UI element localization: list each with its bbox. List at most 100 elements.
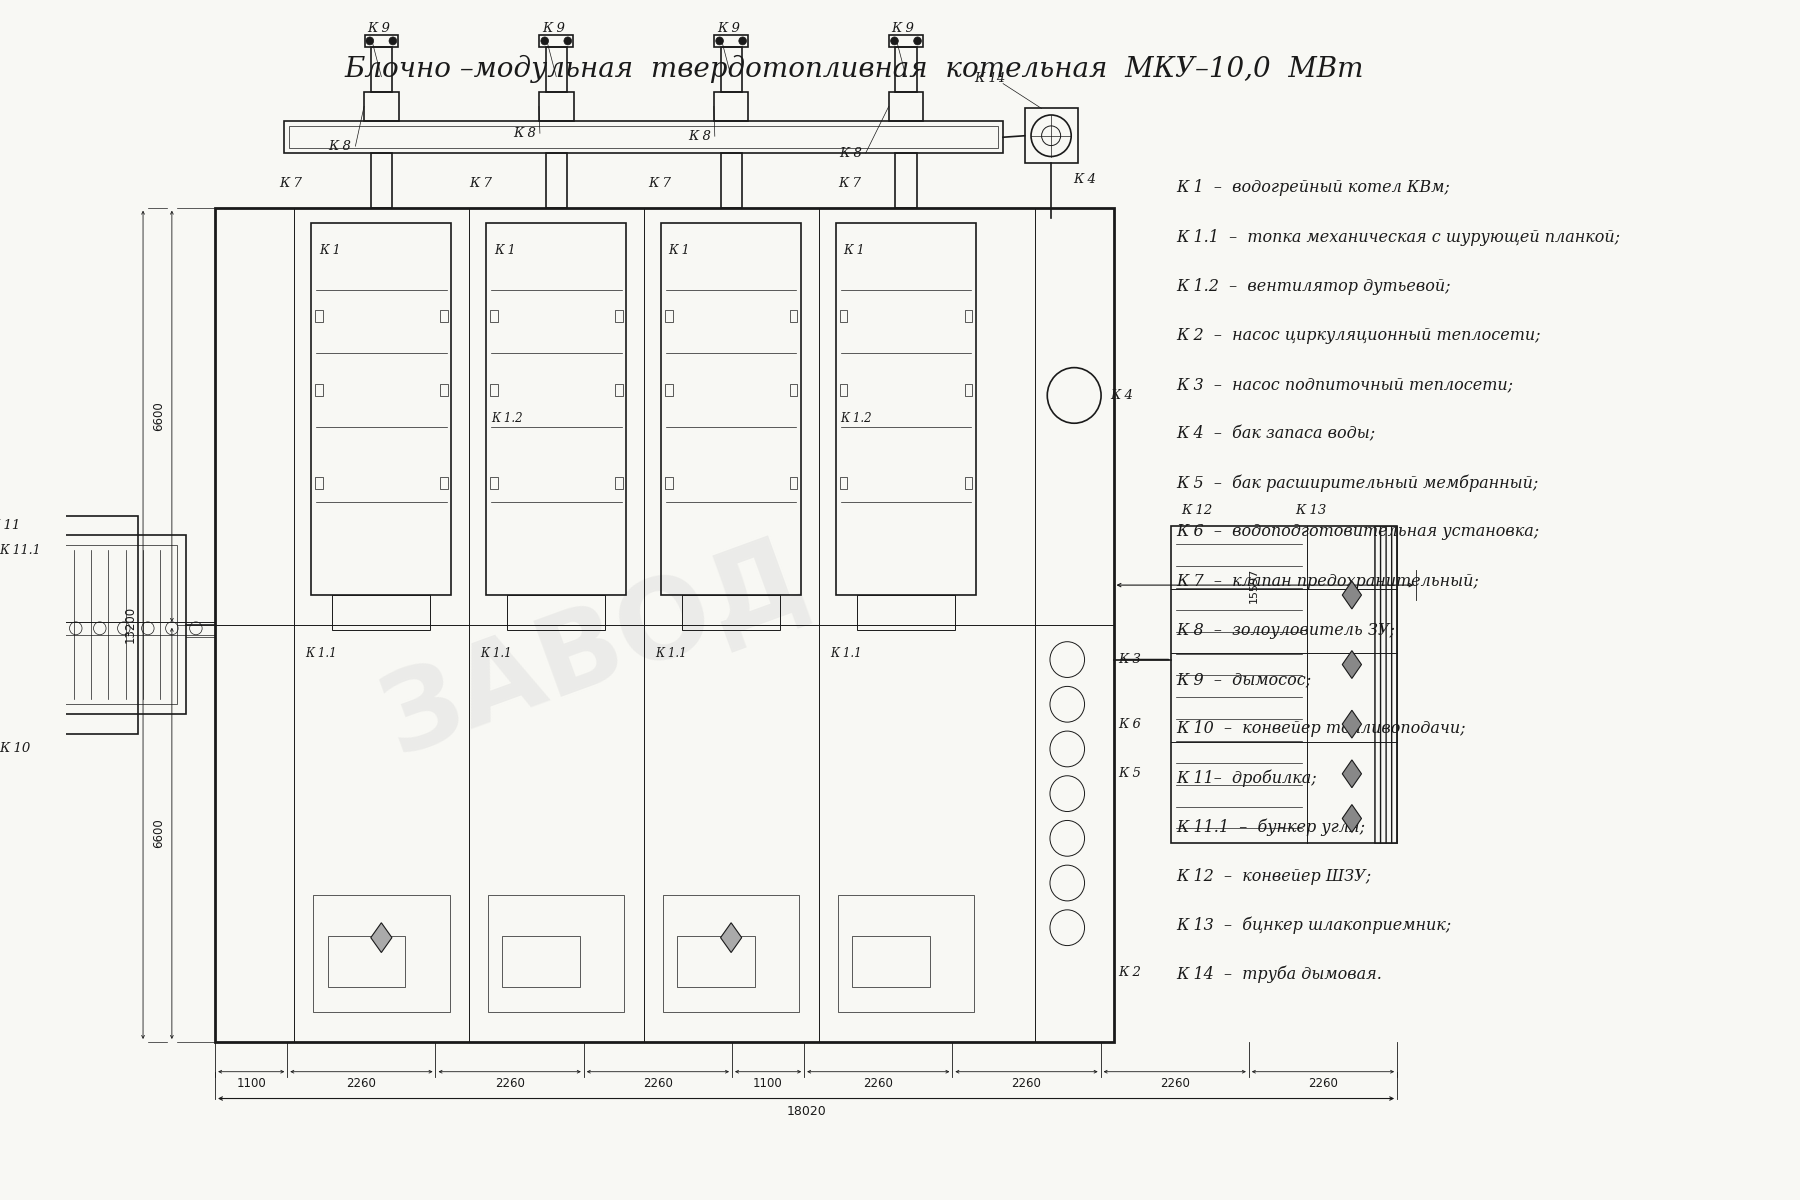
Bar bbox=[371, 154, 392, 208]
Text: К 7: К 7 bbox=[279, 176, 302, 190]
Bar bbox=[715, 91, 749, 121]
Polygon shape bbox=[720, 923, 742, 953]
Circle shape bbox=[563, 37, 572, 44]
Bar bbox=[682, 595, 779, 630]
Bar bbox=[790, 310, 797, 322]
Text: К 7  –  клапан предохранительный;: К 7 – клапан предохранительный; bbox=[1175, 572, 1480, 589]
Text: К 1  –  водогрейный котел КВм;: К 1 – водогрейный котел КВм; bbox=[1175, 179, 1449, 197]
Text: К 11.1  –  бункер угля;: К 11.1 – бункер угля; bbox=[1175, 818, 1364, 835]
Text: К 12  –  конвейер ШЗУ;: К 12 – конвейер ШЗУ; bbox=[1175, 868, 1372, 884]
Text: 15597: 15597 bbox=[1249, 568, 1258, 602]
Circle shape bbox=[891, 37, 898, 44]
Text: К 10  –  конвейер топливоподачи;: К 10 – конвейер топливоподачи; bbox=[1175, 720, 1465, 737]
Bar bbox=[895, 154, 916, 208]
Bar bbox=[313, 895, 450, 1012]
Text: К 12: К 12 bbox=[1181, 504, 1211, 517]
Bar bbox=[365, 35, 398, 47]
Bar bbox=[889, 35, 923, 47]
Polygon shape bbox=[1343, 804, 1361, 833]
Bar bbox=[439, 384, 448, 396]
Text: К 9  –  дымосос;: К 9 – дымосос; bbox=[1175, 671, 1310, 688]
Bar bbox=[315, 478, 322, 490]
Bar bbox=[790, 478, 797, 490]
Text: К 1.2: К 1.2 bbox=[841, 413, 873, 425]
Bar bbox=[486, 223, 626, 595]
Text: К 1.2: К 1.2 bbox=[491, 413, 522, 425]
Bar bbox=[965, 384, 972, 396]
Bar bbox=[1024, 108, 1078, 163]
Bar bbox=[715, 35, 749, 47]
Text: К 2: К 2 bbox=[1118, 966, 1141, 979]
Bar bbox=[841, 384, 848, 396]
Bar bbox=[545, 154, 567, 208]
Text: К 9: К 9 bbox=[716, 22, 740, 35]
Bar bbox=[540, 35, 572, 47]
Bar bbox=[439, 310, 448, 322]
Polygon shape bbox=[1343, 581, 1361, 608]
Text: К 9: К 9 bbox=[891, 22, 914, 35]
Text: К 4: К 4 bbox=[1073, 173, 1096, 186]
Bar bbox=[720, 47, 742, 91]
Bar bbox=[837, 895, 974, 1012]
Bar bbox=[895, 47, 916, 91]
Bar bbox=[677, 936, 756, 988]
Bar bbox=[490, 384, 497, 396]
Text: 2260: 2260 bbox=[864, 1076, 893, 1090]
Bar bbox=[1172, 526, 1397, 844]
Text: 6600: 6600 bbox=[153, 818, 166, 848]
Text: К 1.1: К 1.1 bbox=[481, 647, 511, 660]
Text: К 7: К 7 bbox=[468, 176, 491, 190]
Text: К 1: К 1 bbox=[668, 245, 689, 258]
Polygon shape bbox=[371, 923, 392, 953]
Bar bbox=[857, 595, 956, 630]
Polygon shape bbox=[1343, 760, 1361, 787]
Bar bbox=[661, 223, 801, 595]
Circle shape bbox=[914, 37, 922, 44]
Bar bbox=[965, 310, 972, 322]
Text: К 10: К 10 bbox=[0, 743, 31, 756]
Text: К 9: К 9 bbox=[542, 22, 565, 35]
Text: К 8: К 8 bbox=[328, 139, 351, 152]
Text: К 11–  дробилка;: К 11– дробилка; bbox=[1175, 769, 1316, 786]
Text: 6600: 6600 bbox=[153, 402, 166, 431]
Polygon shape bbox=[1343, 710, 1361, 738]
Bar bbox=[52, 545, 176, 704]
Text: К 1: К 1 bbox=[319, 245, 340, 258]
Bar bbox=[371, 47, 392, 91]
Text: К 13  –  бцнкер шлакоприемник;: К 13 – бцнкер шлакоприемник; bbox=[1175, 917, 1451, 934]
Bar bbox=[439, 478, 448, 490]
Bar bbox=[41, 535, 185, 714]
Bar bbox=[538, 91, 574, 121]
Bar bbox=[664, 310, 673, 322]
Text: К 9: К 9 bbox=[367, 22, 391, 35]
Text: 1100: 1100 bbox=[752, 1076, 783, 1090]
Text: К 3: К 3 bbox=[1118, 653, 1141, 666]
Bar bbox=[790, 384, 797, 396]
Text: 1100: 1100 bbox=[236, 1076, 266, 1090]
Bar bbox=[545, 47, 567, 91]
Bar bbox=[490, 310, 497, 322]
Text: 18020: 18020 bbox=[787, 1105, 826, 1118]
Circle shape bbox=[540, 37, 549, 44]
Bar bbox=[662, 895, 799, 1012]
Text: К 13: К 13 bbox=[1296, 504, 1327, 517]
Text: К 1: К 1 bbox=[493, 245, 515, 258]
Bar bbox=[4, 516, 139, 734]
Text: К 8  –  золоуловитель ЗУ;: К 8 – золоуловитель ЗУ; bbox=[1175, 622, 1395, 638]
Text: Блочно –модульная  твердотопливная  котельная  МКУ–10,0  МВт: Блочно –модульная твердотопливная котель… bbox=[344, 55, 1364, 83]
Bar bbox=[965, 478, 972, 490]
Bar bbox=[841, 478, 848, 490]
Text: К 1.1: К 1.1 bbox=[306, 647, 337, 660]
Bar bbox=[315, 310, 322, 322]
Circle shape bbox=[365, 37, 374, 44]
Bar bbox=[290, 126, 999, 148]
Text: К 8: К 8 bbox=[688, 130, 711, 143]
Text: К 4  –  бак запаса воды;: К 4 – бак запаса воды; bbox=[1175, 425, 1375, 442]
Text: ЗАВОД: ЗАВОД bbox=[369, 523, 821, 775]
Text: К 1.1  –  топка механическая с шурующей планкой;: К 1.1 – топка механическая с шурующей пл… bbox=[1175, 228, 1620, 246]
Bar bbox=[508, 595, 605, 630]
Bar bbox=[889, 91, 923, 121]
Circle shape bbox=[738, 37, 747, 44]
Bar bbox=[616, 478, 623, 490]
Text: К 1.1: К 1.1 bbox=[830, 647, 862, 660]
